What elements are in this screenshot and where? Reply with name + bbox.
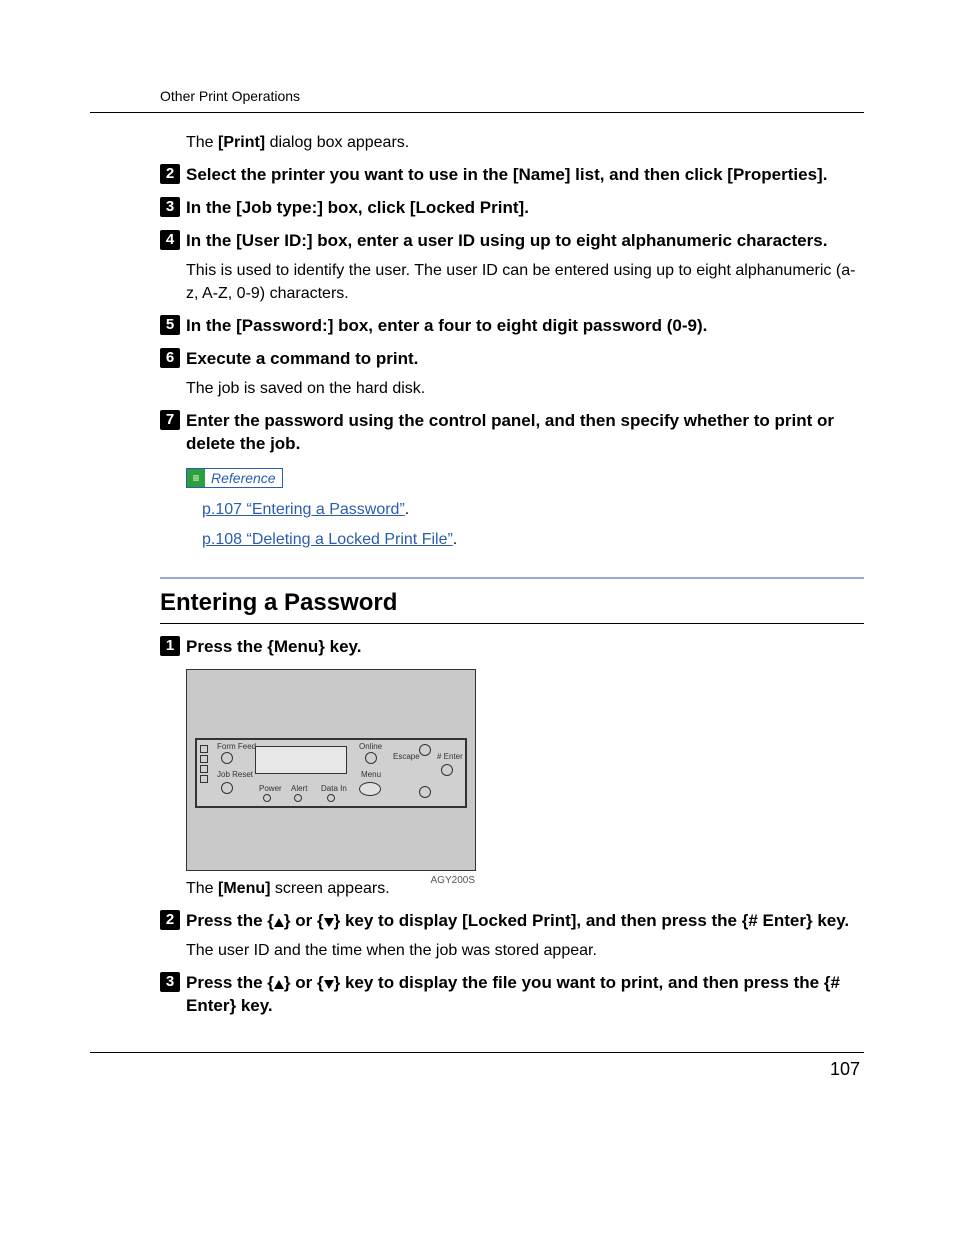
step-item: 3 Press the {} or {} key to display the f… [160, 972, 864, 1018]
after-panel-pre: The [186, 880, 218, 897]
enter-label: # Enter [437, 752, 463, 761]
ref-period-2: . [453, 531, 457, 548]
step-text: In the [User ID:] box, enter a user ID u… [186, 231, 827, 250]
lcd-display [255, 746, 347, 774]
after-panel-text: The [Menu] screen appears. [186, 877, 864, 900]
step-b-1: 1 Press the {Menu} key. [160, 636, 864, 659]
intro-post: dialog box appears. [265, 134, 409, 151]
job-reset-label: Job Reset [217, 770, 253, 779]
control-panel-inner: Form Feed Job Reset Power Alert Data In … [195, 738, 467, 808]
intro-text: The [Print] dialog box appears. [186, 131, 864, 154]
step-number-icon: 1 [160, 636, 180, 656]
page: Other Print Operations The [Print] dialo… [0, 0, 954, 1120]
reference-label: Reference [205, 470, 282, 486]
data-in-label: Data In [321, 784, 347, 793]
step-text: Enter the password using the control pan… [186, 411, 834, 453]
step-item: 6 Execute a command to print. [160, 348, 864, 371]
step-number-icon: 5 [160, 315, 180, 335]
step-text: In the [Password:] box, enter a four to … [186, 316, 707, 335]
intro-bold: [Print] [218, 134, 265, 151]
reference-link-1-line: p.107 “Entering a Password”. [202, 498, 864, 521]
figure-id: AGY200S [431, 875, 475, 886]
step-number-icon: 6 [160, 348, 180, 368]
ref-period-1: . [405, 501, 409, 518]
step-item: 2 Press the {} or {} key to display [Lock… [160, 910, 864, 933]
step-body: The job is saved on the hard disk. [186, 377, 864, 400]
footer-rule [90, 1052, 864, 1053]
online-button [365, 752, 377, 766]
section-title: Entering a Password [160, 589, 864, 617]
menu-label: Menu [361, 770, 381, 779]
step-text: Execute a command to print. [186, 349, 418, 368]
reference-icon: ≡ [187, 469, 205, 487]
header-rule [90, 112, 864, 113]
step-body: The user ID and the time when the job wa… [186, 939, 864, 962]
step-item: 5 In the [Password:] box, enter a four to… [160, 315, 864, 338]
step-item: 3 In the [Job type:] box, click [Locked P… [160, 197, 864, 220]
content-area: The [Print] dialog box appears. 2 Select … [160, 131, 864, 1018]
step-text: In the [Job type:] box, click [Locked Pr… [186, 198, 529, 217]
after-panel-post: screen appears. [270, 880, 389, 897]
menu-button [359, 782, 381, 796]
step-b-1-text: Press the {Menu} key. [186, 637, 361, 656]
enter-button [441, 764, 453, 778]
job-reset-button [221, 782, 233, 796]
step-text: Press the {} or {} key to display the fi… [186, 973, 840, 1015]
step-text: Select the printer you want to use in th… [186, 165, 827, 184]
form-feed-label: Form Feed [217, 742, 256, 751]
power-led [263, 794, 271, 804]
step-item: 4 In the [User ID:] box, enter a user ID … [160, 230, 864, 253]
after-panel-bold: [Menu] [218, 880, 270, 897]
online-label: Online [359, 742, 382, 751]
section-bottom-rule [160, 623, 864, 624]
steps-list-b-rest: 2 Press the {} or {} key to display [Lock… [160, 910, 864, 1018]
intro-pre: The [186, 134, 218, 151]
step-number-icon: 2 [160, 910, 180, 930]
step-number-icon: 3 [160, 972, 180, 992]
page-number: 107 [90, 1059, 864, 1080]
alert-led [294, 794, 302, 804]
step-number-icon: 4 [160, 230, 180, 250]
control-panel-outer: Form Feed Job Reset Power Alert Data In … [186, 669, 476, 871]
control-panel-figure: Form Feed Job Reset Power Alert Data In … [186, 669, 864, 871]
step-text: Press the {} or {} key to display [Locke… [186, 911, 849, 930]
step-number-icon: 3 [160, 197, 180, 217]
status-icons-column [200, 743, 214, 785]
down-button [419, 786, 431, 800]
step-item: 7 Enter the password using the control pa… [160, 410, 864, 456]
form-feed-button [221, 752, 233, 766]
data-in-led [327, 794, 335, 804]
step-item: 2 Select the printer you want to use in t… [160, 164, 864, 187]
reference-box: ≡ Reference [186, 468, 283, 488]
reference-link-2[interactable]: p.108 “Deleting a Locked Print File” [202, 531, 453, 548]
section-top-rule [160, 577, 864, 579]
step-number-icon: 2 [160, 164, 180, 184]
alert-label: Alert [291, 784, 307, 793]
escape-label: Escape [393, 752, 420, 761]
up-button [419, 744, 431, 758]
reference-link-2-line: p.108 “Deleting a Locked Print File”. [202, 528, 864, 551]
reference-link-1[interactable]: p.107 “Entering a Password” [202, 501, 405, 518]
running-header: Other Print Operations [160, 88, 864, 104]
steps-list-a: 2 Select the printer you want to use in t… [160, 164, 864, 456]
power-label: Power [259, 784, 282, 793]
step-number-icon: 7 [160, 410, 180, 430]
step-body: This is used to identify the user. The u… [186, 259, 864, 305]
